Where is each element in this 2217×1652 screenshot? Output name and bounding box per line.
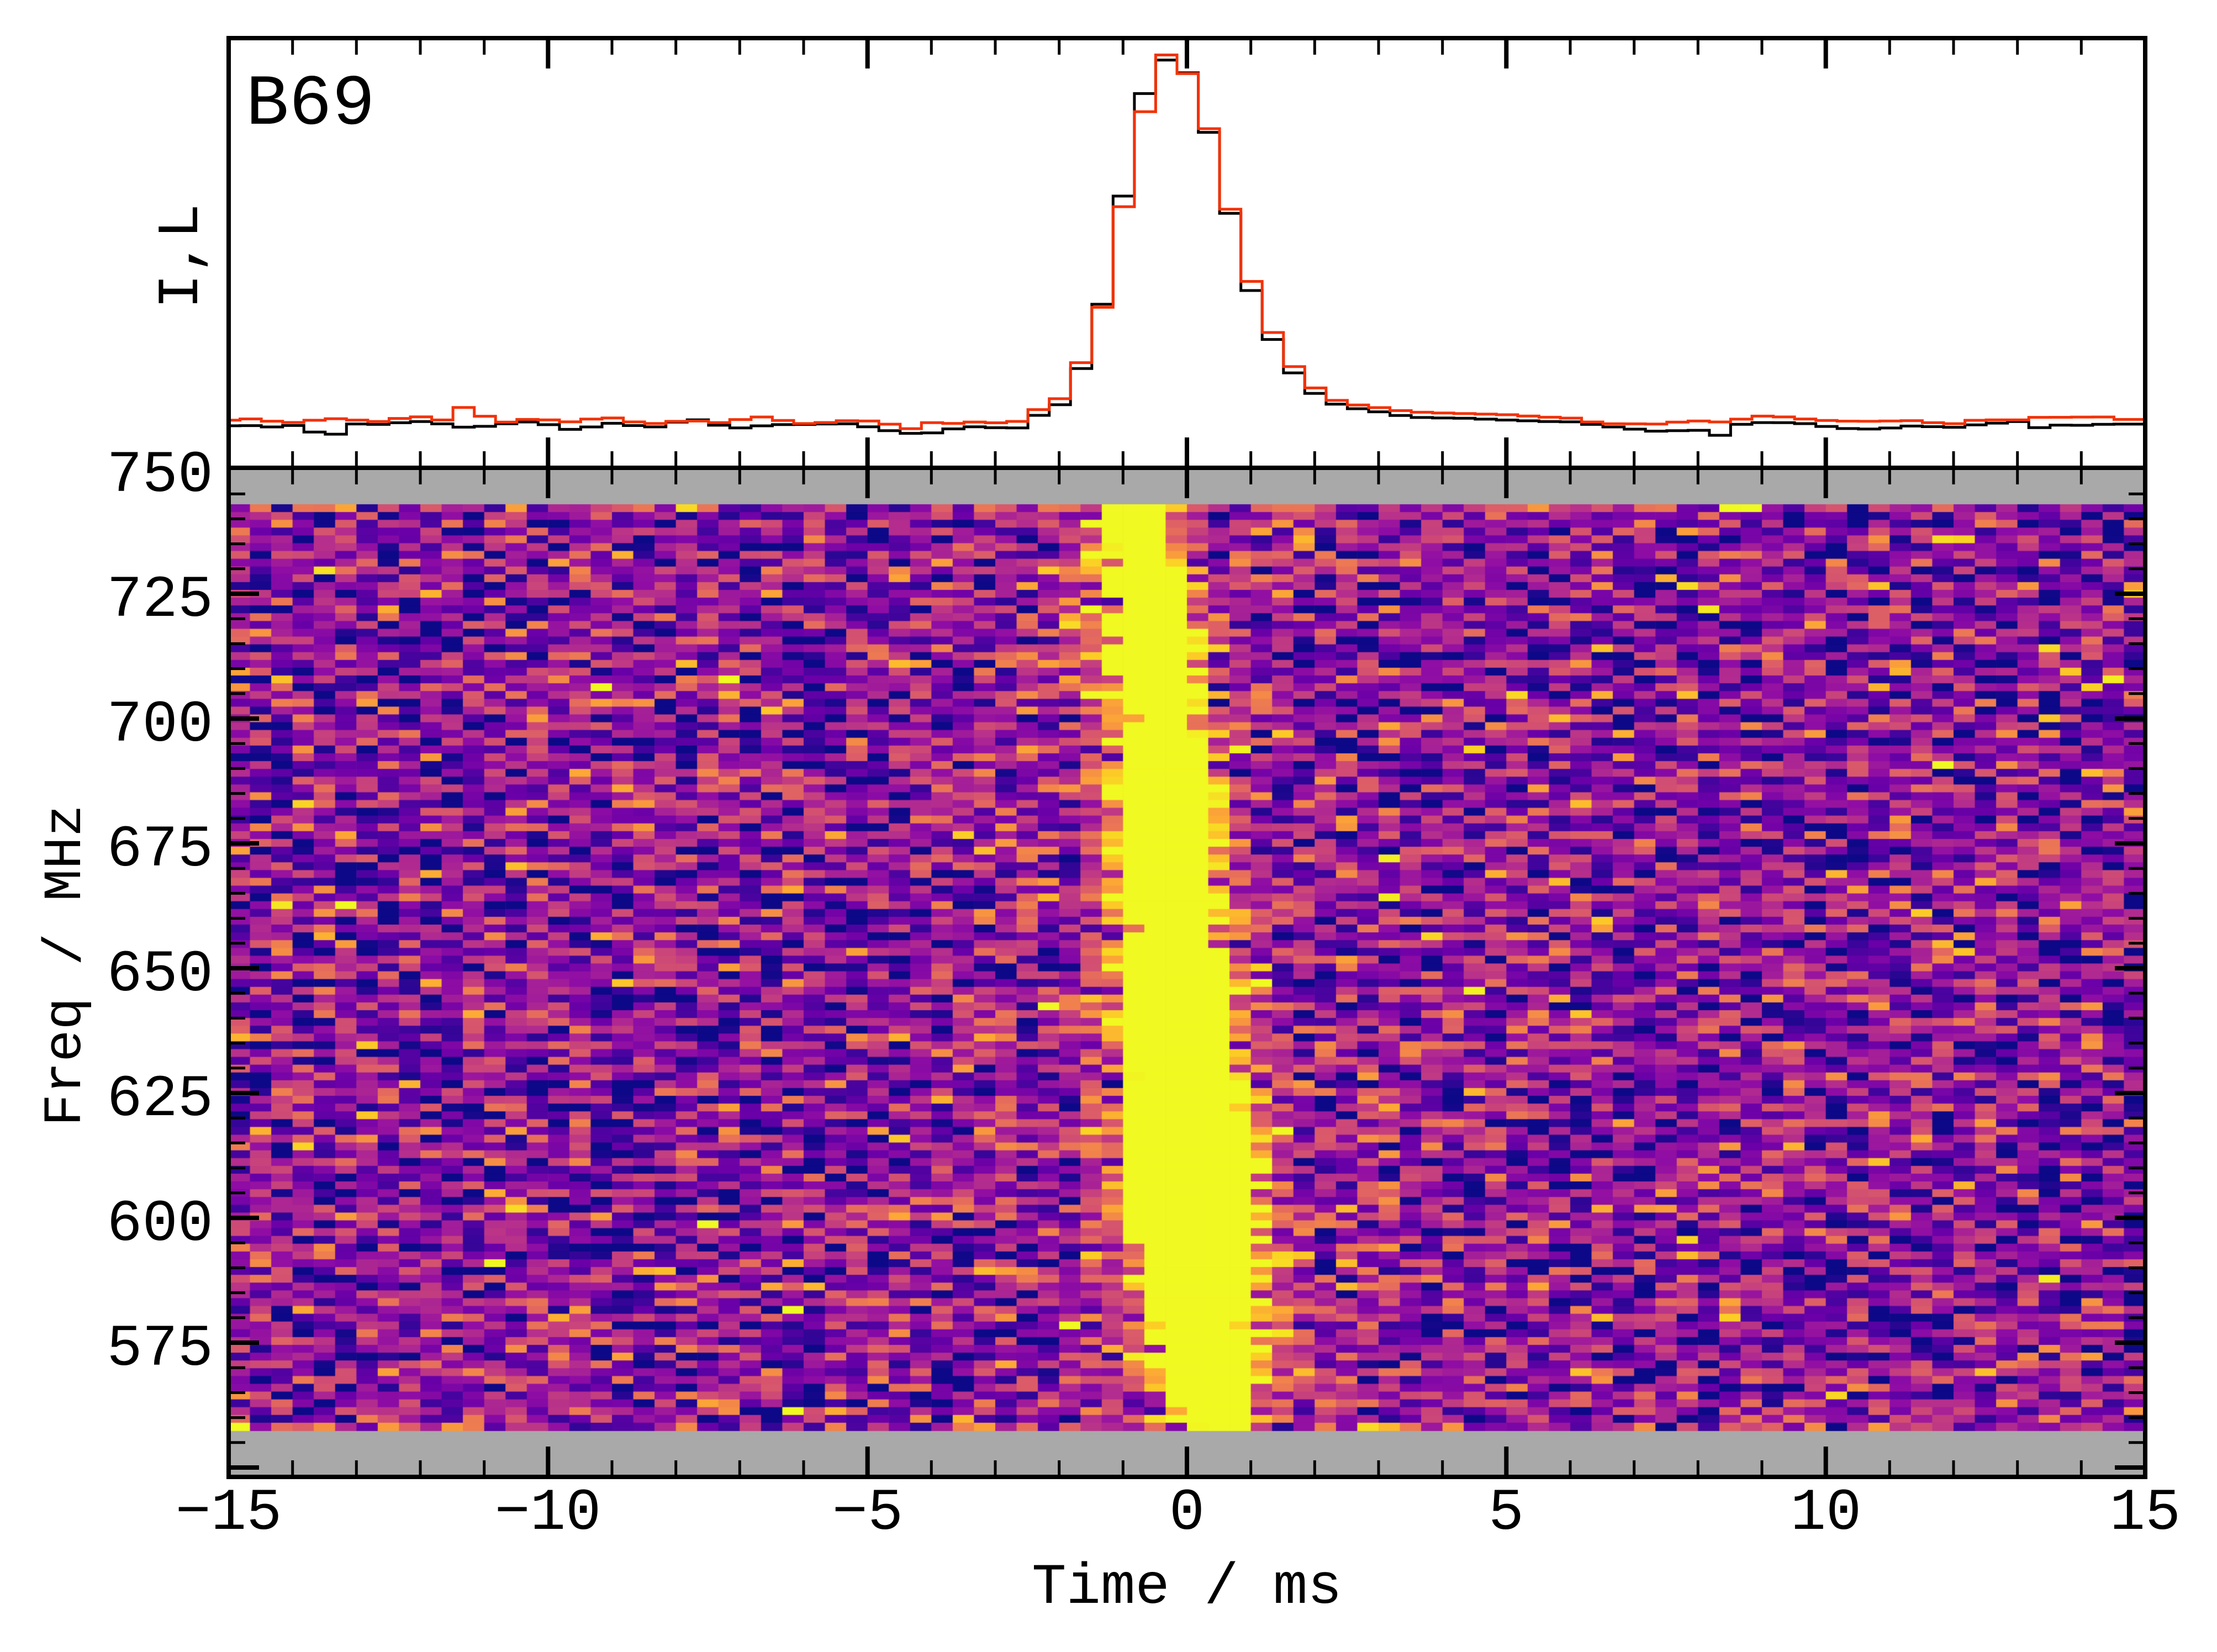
svg-text:−15: −15	[176, 1480, 282, 1547]
svg-text:10: 10	[1791, 1480, 1861, 1547]
svg-text:15: 15	[2110, 1480, 2181, 1547]
svg-text:−10: −10	[495, 1480, 601, 1547]
svg-text:750: 750	[107, 442, 213, 509]
svg-text:700: 700	[107, 692, 213, 759]
svg-text:650: 650	[107, 942, 213, 1009]
svg-text:625: 625	[107, 1067, 213, 1133]
svg-text:725: 725	[107, 567, 213, 634]
svg-text:I,L: I,L	[149, 204, 215, 309]
svg-text:−5: −5	[832, 1480, 903, 1547]
svg-text:5: 5	[1488, 1480, 1524, 1547]
svg-text:575: 575	[107, 1316, 213, 1383]
svg-text:Time / ms: Time / ms	[1032, 1555, 1342, 1621]
svg-text:B69: B69	[246, 65, 375, 146]
svg-text:600: 600	[107, 1191, 213, 1258]
svg-text:Freq / MHz: Freq / MHz	[36, 805, 97, 1126]
svg-text:675: 675	[107, 817, 213, 884]
svg-text:0: 0	[1169, 1480, 1205, 1547]
